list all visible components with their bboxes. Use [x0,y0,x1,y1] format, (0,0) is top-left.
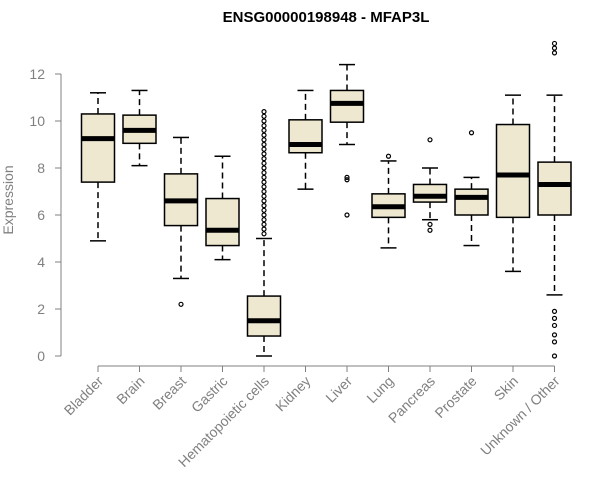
outlier-point [261,193,267,199]
outlier-point [261,141,267,148]
outlier-point [261,212,267,218]
box-iqr [537,161,572,216]
outlier-point [178,301,184,307]
outlier-point [261,207,267,213]
box-skin [495,94,531,273]
box-iqr [454,188,489,216]
x-tick-label: Breast [149,373,189,413]
box-iqr [246,295,282,337]
box-gastric [205,155,240,261]
box-lung [371,153,406,249]
box-prostate [454,130,489,247]
outlier-point [551,332,558,338]
box-iqr [495,123,531,219]
x-tick-label: Kidney [272,373,314,415]
chart-title: ENSG00000198948 - MFAP3L [223,9,430,26]
outlier-point [261,108,267,115]
outlier-point [261,156,267,162]
y-tick-label: 0 [37,348,45,364]
box-kidney [288,89,323,190]
outlier-point [261,226,267,232]
outlier-point [551,315,558,321]
outlier-point [261,118,267,124]
outlier-point [344,174,350,180]
outlier-point [261,146,267,152]
outlier-point [427,137,433,143]
x-tick-label: Liver [322,373,355,406]
outlier-point [261,217,267,223]
outlier-point [261,170,267,176]
outlier-point [261,113,267,119]
x-tick-label: Skin [491,373,522,404]
outlier-point [551,308,558,314]
outlier-point [551,50,558,56]
box-unknown-other [537,40,572,359]
box-iqr [412,183,448,203]
y-tick-label: 4 [37,254,45,270]
box-liver [329,63,365,218]
y-tick-label: 10 [29,113,45,129]
box-brain [122,89,157,167]
y-tick-label: 6 [37,207,45,223]
box-breast [163,136,199,307]
outlier-point [261,137,267,143]
outlier-point [427,221,433,227]
outlier-point [468,130,475,136]
box-iqr [288,119,323,154]
outlier-point [261,203,267,209]
outlier-point [261,198,267,204]
y-axis: 0 2 4 6 8 10 12 [29,66,62,364]
box-pancreas [412,137,448,233]
outlier-point [261,231,267,237]
outlier-point [261,123,267,129]
outlier-point [261,188,267,195]
outlier-point [344,177,350,183]
x-tick-label: Lung [363,373,396,406]
outlier-point [261,151,267,157]
x-tick-label: Prostate [431,373,479,421]
box-iqr [80,113,116,183]
x-tick-label: Unknown / Other [477,373,563,459]
outlier-point [261,179,267,185]
box-hematopoietic-cells [246,108,282,357]
outlier-point [551,339,558,345]
y-tick-label: 12 [29,66,45,82]
outlier-point [551,322,558,329]
outlier-point [551,353,558,359]
outlier-point [261,221,267,227]
box-bladder [80,92,116,242]
outlier-point [261,160,267,166]
y-tick-label: 2 [37,301,45,317]
outlier-point [385,153,392,159]
box-iqr [329,89,365,123]
outlier-point [261,165,267,171]
outlier-point [551,45,558,51]
outlier-point [261,184,267,190]
box-iqr [205,197,240,247]
x-tick-label: Bladder [61,373,107,419]
outlier-point [261,127,267,133]
x-tick-label: Brain [113,373,147,407]
outlier-point [551,40,558,47]
outlier-point [344,212,350,218]
y-axis-label: Expression [0,165,16,234]
outlier-point [261,132,267,138]
outlier-point [427,227,433,233]
outlier-point [261,174,267,180]
boxes-group [80,40,572,359]
y-tick-label: 8 [37,160,45,176]
